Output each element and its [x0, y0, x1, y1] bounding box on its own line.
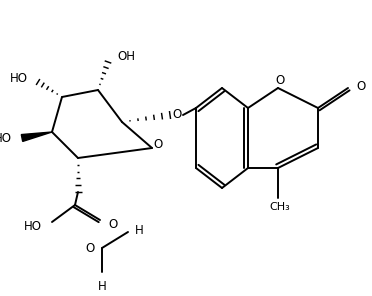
Polygon shape	[21, 132, 52, 141]
Text: HO: HO	[0, 131, 12, 144]
Text: CH₃: CH₃	[270, 202, 291, 212]
Text: HO: HO	[24, 221, 42, 234]
Text: HO: HO	[10, 72, 28, 84]
Text: O: O	[172, 109, 182, 121]
Text: O: O	[153, 138, 163, 150]
Text: O: O	[86, 242, 95, 255]
Text: O: O	[275, 73, 285, 86]
Text: O: O	[108, 218, 117, 231]
Text: O: O	[356, 80, 365, 92]
Text: H: H	[135, 223, 144, 237]
Text: OH: OH	[117, 49, 135, 62]
Text: H: H	[97, 280, 106, 293]
